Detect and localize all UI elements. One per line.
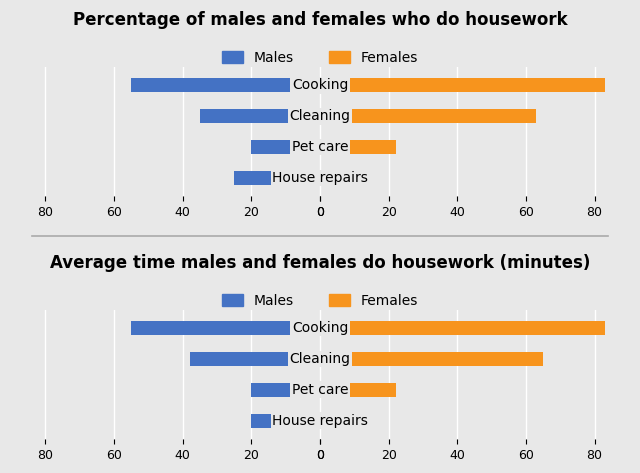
Bar — [320, 140, 396, 154]
Bar — [320, 109, 536, 123]
Bar — [252, 383, 320, 397]
Text: Pet care: Pet care — [292, 383, 348, 397]
Text: Cooking: Cooking — [292, 321, 348, 335]
Bar — [320, 321, 605, 335]
Bar — [320, 352, 543, 366]
Bar — [320, 79, 605, 92]
Text: Cleaning: Cleaning — [289, 352, 351, 366]
Bar — [200, 109, 320, 123]
Bar — [320, 171, 348, 185]
Title: Percentage of males and females who do housework: Percentage of males and females who do h… — [73, 11, 567, 29]
Bar — [234, 171, 320, 185]
Text: House repairs: House repairs — [272, 171, 368, 185]
Bar — [252, 414, 320, 428]
Bar — [189, 352, 320, 366]
Title: Average time males and females do housework (minutes): Average time males and females do housew… — [50, 254, 590, 272]
Bar — [131, 321, 320, 335]
Legend: Males, Females: Males, Females — [216, 288, 424, 313]
Text: Cooking: Cooking — [292, 79, 348, 92]
Bar — [252, 140, 320, 154]
Bar — [131, 79, 320, 92]
Bar — [320, 383, 396, 397]
Text: Cleaning: Cleaning — [289, 109, 351, 123]
Legend: Males, Females: Males, Females — [216, 45, 424, 70]
Bar — [320, 414, 344, 428]
Text: Pet care: Pet care — [292, 140, 348, 154]
Text: House repairs: House repairs — [272, 414, 368, 428]
